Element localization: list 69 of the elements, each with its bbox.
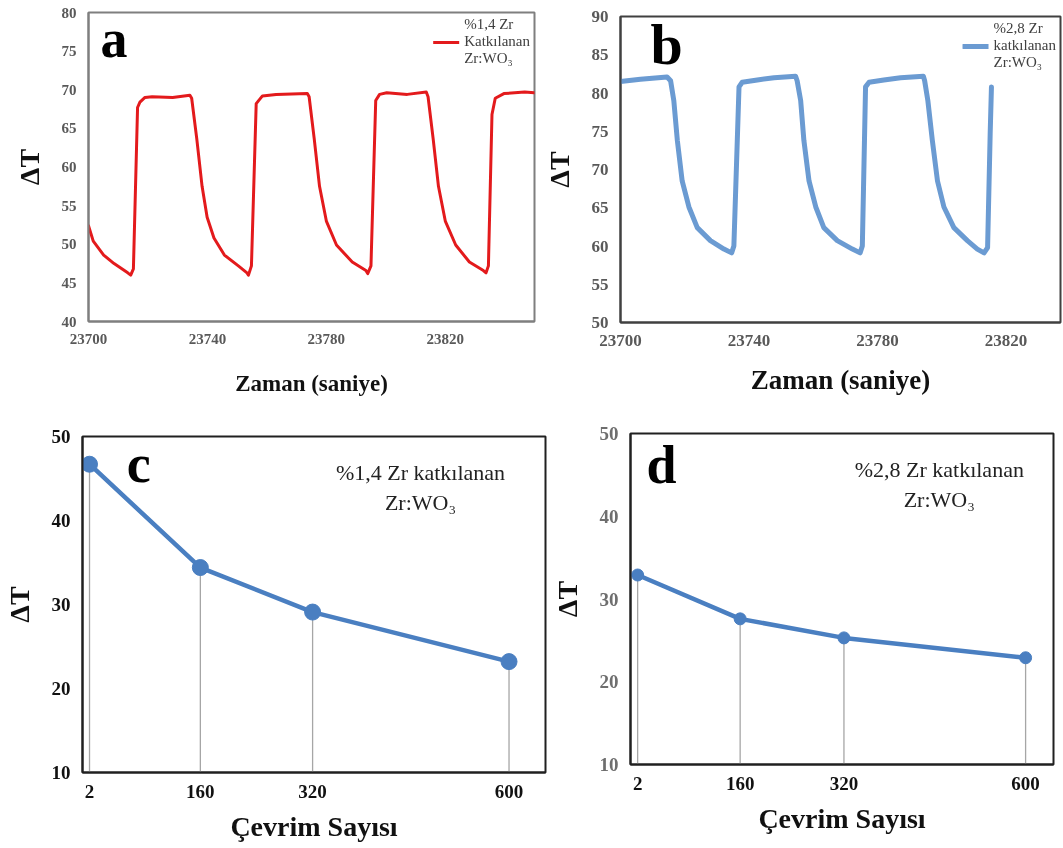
y-axis-title: ΔT <box>551 580 583 618</box>
y-tick-label: 20 <box>51 678 71 699</box>
point <box>733 612 747 626</box>
chart-title: b <box>650 12 683 77</box>
x-axis-title: Çevrim Sayısı <box>230 810 398 842</box>
y-tick-label: 80 <box>591 83 609 103</box>
point <box>82 455 99 473</box>
y-tick-label: 50 <box>599 423 619 444</box>
x-axis-title: Zaman (saniye) <box>235 370 388 396</box>
x-tick-label: 600 <box>1011 772 1040 794</box>
y-axis-title: ΔT <box>13 148 45 186</box>
legend-label: %1,4 Zr Katkılanan Zr:WO₃ <box>464 16 530 67</box>
x-tick-label: 23820 <box>426 330 465 347</box>
y-axis-title: ΔT <box>543 151 575 188</box>
annotation: %1,4 Zr katkılanan Zr:WO₃ <box>335 460 506 516</box>
y-tick-label: 10 <box>599 754 619 775</box>
y-tick-label: 40 <box>599 505 619 527</box>
x-tick-label: 23700 <box>599 330 642 350</box>
x-tick-label: 320 <box>829 772 859 794</box>
y-tick-label: 90 <box>591 7 609 26</box>
legend-label: %2,8 Zr katkılanan Zr:WO₃ <box>993 20 1056 71</box>
y-tick-label: 20 <box>599 671 619 693</box>
y-tick-label: 70 <box>591 160 609 179</box>
x-tick-label: 23700 <box>69 330 108 347</box>
y-tick-label: 50 <box>591 313 609 332</box>
point <box>1019 651 1033 665</box>
y-tick-label: 65 <box>61 120 77 137</box>
x-axis-title: Zaman (saniye) <box>750 364 931 395</box>
line-series <box>88 90 535 277</box>
y-tick-label: 75 <box>61 43 77 60</box>
chart-title: c <box>126 433 151 494</box>
y-tick-label: 70 <box>61 81 77 98</box>
y-tick-label: 50 <box>51 426 71 447</box>
y-tick-label: 30 <box>599 588 619 610</box>
x-tick-label: 320 <box>298 780 327 802</box>
point <box>191 559 209 577</box>
x-tick-label: 600 <box>494 780 524 802</box>
y-tick-label: 30 <box>51 594 71 615</box>
x-axis-title: Çevrim Sayısı <box>758 802 926 834</box>
x-tick-label: 23780 <box>856 330 899 350</box>
y-tick-label: 60 <box>591 236 609 256</box>
point <box>631 568 645 582</box>
y-tick-label: 55 <box>591 274 609 294</box>
y-tick-label: 60 <box>61 159 77 175</box>
y-tick-label: 40 <box>51 510 71 531</box>
x-tick-label: 23780 <box>307 330 346 347</box>
y-tick-label: 75 <box>591 121 609 141</box>
chart-title: d <box>646 434 677 495</box>
x-tick-label: 160 <box>725 772 755 794</box>
y-tick-label: 40 <box>61 313 77 330</box>
y-tick-label: 85 <box>591 45 609 65</box>
x-tick-label: 23740 <box>188 330 227 347</box>
point <box>500 653 518 671</box>
point <box>304 603 322 621</box>
y-tick-label: 50 <box>61 236 77 253</box>
y-tick-label: 80 <box>61 4 77 21</box>
y-axis-title: ΔT <box>3 586 35 623</box>
y-tick-label: 55 <box>61 197 77 214</box>
point <box>837 631 851 645</box>
x-tick-label: 23820 <box>984 330 1028 350</box>
y-tick-label: 65 <box>591 198 609 218</box>
y-tick-label: 45 <box>61 274 77 291</box>
x-tick-label: 2 <box>632 772 643 794</box>
x-tick-label: 160 <box>186 780 215 802</box>
chart-title: a <box>100 8 128 69</box>
y-tick-label: 10 <box>51 762 71 783</box>
x-tick-label: 23740 <box>727 330 771 350</box>
x-tick-label: 2 <box>84 780 95 802</box>
annotation: %2,8 Zr katkılanan Zr:WO₃ <box>854 456 1024 512</box>
